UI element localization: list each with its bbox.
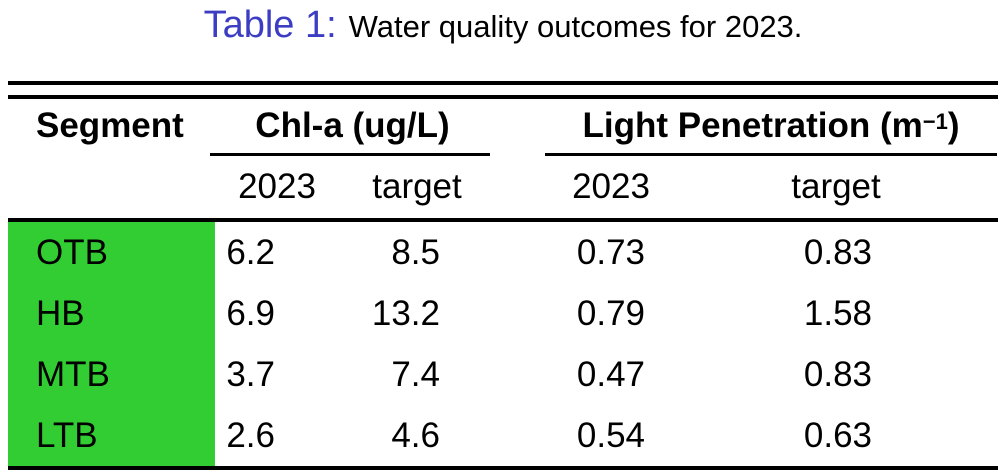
segment-column-highlight <box>8 222 215 466</box>
column-group-light-penetration: Light Penetration (m −1) <box>582 106 960 145</box>
table-top-rule-2 <box>8 95 998 99</box>
cell-chla-2023: 2.6 <box>226 415 275 455</box>
cell-lp-2023: 0.54 <box>576 415 645 455</box>
cell-segment: OTB <box>36 232 108 272</box>
cell-chla-target: 7.4 <box>391 354 440 394</box>
cell-chla-target: 13.2 <box>371 293 440 333</box>
cell-lp-target: 1.58 <box>803 293 872 333</box>
subheader-lp-target: target <box>791 167 881 206</box>
column-group-chla: Chl-a (ug/L) <box>255 106 450 145</box>
table-bottom-rule <box>8 466 998 470</box>
cell-lp-target: 0.83 <box>803 354 872 394</box>
table-row: LTB 2.6 4.6 0.54 0.63 <box>8 405 998 466</box>
cell-lp-2023: 0.73 <box>576 232 645 272</box>
cell-chla-2023: 6.2 <box>226 232 275 272</box>
cell-lp-2023: 0.47 <box>576 354 645 394</box>
caption-label: Table 1: <box>203 4 337 46</box>
cell-segment: LTB <box>36 415 98 455</box>
cell-chla-target: 4.6 <box>391 415 440 455</box>
subheader-lp-2023: 2023 <box>572 167 650 206</box>
subheader-chla-2023: 2023 <box>238 167 316 206</box>
table-row: MTB 3.7 7.4 0.47 0.83 <box>8 344 998 405</box>
caption-text: Water quality outcomes for 2023. <box>348 9 803 44</box>
light-penetration-close-paren: ) <box>947 106 960 145</box>
cell-lp-2023: 0.79 <box>576 293 645 333</box>
table-row: HB 6.9 13.2 0.79 1.58 <box>8 283 998 344</box>
cell-chla-target: 8.5 <box>391 232 440 272</box>
subheader-chla-target: target <box>372 167 462 206</box>
table-row: OTB 6.2 8.5 0.73 0.83 <box>8 222 998 283</box>
chla-group-rule <box>210 153 490 156</box>
cell-lp-target: 0.63 <box>803 415 872 455</box>
light-penetration-label: Light Penetration (m <box>582 106 923 145</box>
header-body-rule <box>8 218 998 222</box>
cell-segment: MTB <box>36 354 110 394</box>
cell-segment: HB <box>36 293 85 333</box>
column-header-segment: Segment <box>36 106 184 145</box>
cell-lp-target: 0.83 <box>803 232 872 272</box>
cell-chla-2023: 6.9 <box>226 293 275 333</box>
table-top-rule-1 <box>8 81 998 85</box>
light-penetration-group-rule <box>545 153 997 156</box>
cell-chla-2023: 3.7 <box>226 354 275 394</box>
table-caption: Table 1: Water quality outcomes for 2023. <box>0 2 1006 48</box>
